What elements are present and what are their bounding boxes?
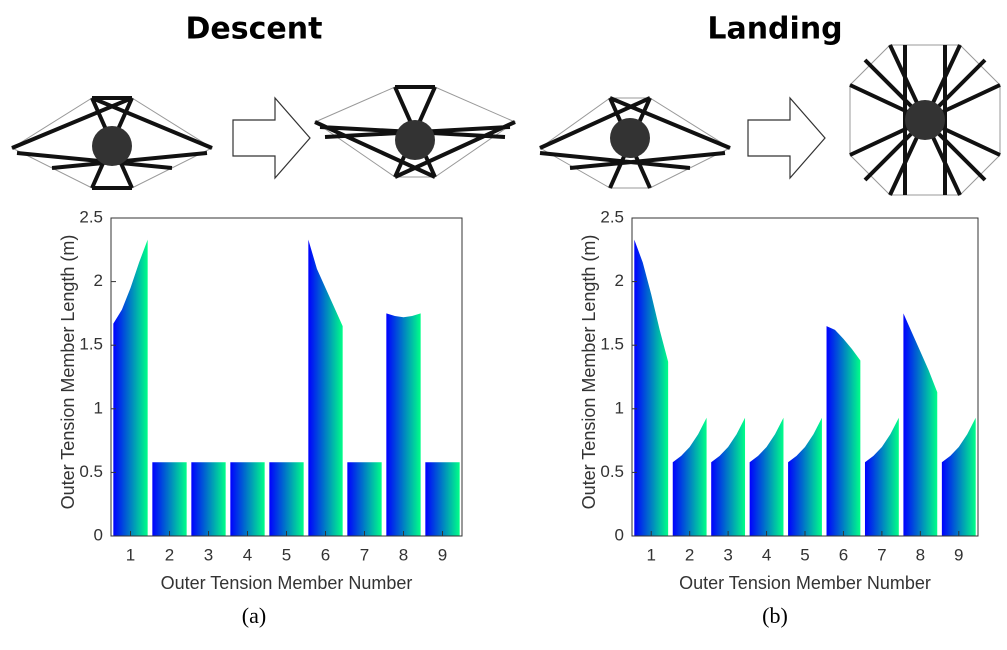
bar xyxy=(230,462,265,536)
x-tick-label: 3 xyxy=(723,545,732,564)
x-tick-label: 2 xyxy=(165,545,174,564)
plot-frame xyxy=(631,217,979,537)
y-tick-label: 2 xyxy=(615,271,624,290)
y-tick-label: 0 xyxy=(94,525,103,544)
x-tick-label: 6 xyxy=(321,545,330,564)
x-axis-label: Outer Tension Member Number xyxy=(679,573,931,593)
x-tick-label: 2 xyxy=(685,545,694,564)
bar xyxy=(864,417,899,536)
y-tick-label: 1.5 xyxy=(600,335,624,354)
bar xyxy=(191,462,226,536)
bar xyxy=(347,462,382,536)
panel-title: Descent xyxy=(186,12,323,47)
panel-label: (a) xyxy=(242,603,266,628)
bar xyxy=(386,313,421,536)
bar xyxy=(903,313,938,536)
y-tick-label: 0.5 xyxy=(600,462,624,481)
bar xyxy=(425,462,460,536)
y-tick-label: 1 xyxy=(615,398,624,417)
bar xyxy=(152,462,187,536)
plot-frame xyxy=(110,217,463,537)
x-tick-label: 8 xyxy=(399,545,408,564)
x-tick-label: 9 xyxy=(438,545,447,564)
x-tick-label: 4 xyxy=(243,545,252,564)
x-tick-label: 8 xyxy=(916,545,925,564)
panel-label: (b) xyxy=(762,603,788,628)
bar xyxy=(711,417,746,536)
y-tick-label: 1.5 xyxy=(79,335,103,354)
x-tick-label: 5 xyxy=(800,545,809,564)
x-tick-label: 7 xyxy=(360,545,369,564)
y-tick-label: 0.5 xyxy=(79,462,103,481)
bar xyxy=(788,417,822,536)
x-tick-label: 4 xyxy=(762,545,771,564)
y-tick-label: 2.5 xyxy=(79,207,103,226)
bar xyxy=(269,462,304,536)
robot-illustrations xyxy=(10,44,1001,196)
bar xyxy=(826,326,861,536)
x-tick-label: 3 xyxy=(204,545,213,564)
y-axis-label: Outer Tension Member Length (m) xyxy=(579,235,599,510)
y-tick-label: 2.5 xyxy=(600,207,624,226)
bar xyxy=(941,417,976,536)
y-tick-label: 1 xyxy=(94,398,103,417)
y-tick-label: 0 xyxy=(615,525,624,544)
x-tick-label: 9 xyxy=(954,545,963,564)
x-axis-label: Outer Tension Member Number xyxy=(161,573,413,593)
bar xyxy=(672,417,707,536)
bar xyxy=(634,239,669,536)
y-axis-label: Outer Tension Member Length (m) xyxy=(58,235,78,510)
x-tick-label: 1 xyxy=(126,545,135,564)
x-tick-label: 7 xyxy=(877,545,886,564)
x-tick-label: 5 xyxy=(282,545,291,564)
bar xyxy=(113,239,148,536)
bar xyxy=(308,239,343,536)
x-tick-label: 6 xyxy=(839,545,848,564)
panel-title: Landing xyxy=(707,12,842,47)
bar xyxy=(749,417,784,536)
y-tick-label: 2 xyxy=(94,271,103,290)
x-tick-label: 1 xyxy=(646,545,655,564)
